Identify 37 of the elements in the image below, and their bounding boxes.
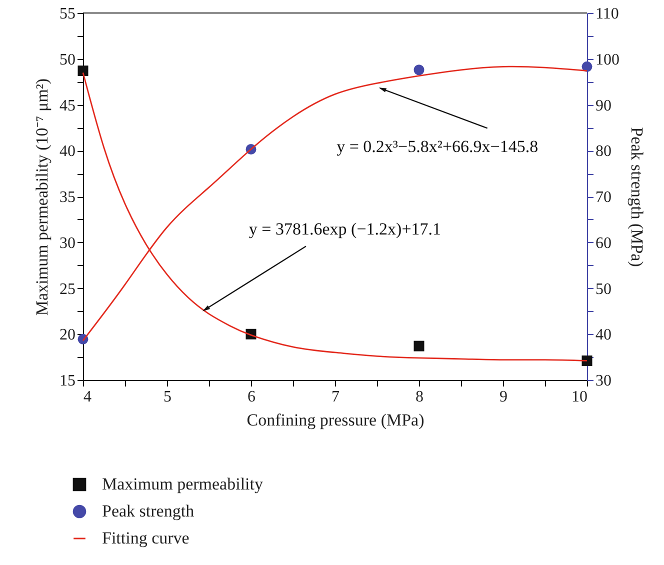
x-tick-label: 7 <box>332 388 340 406</box>
y-tick-label: 25 <box>60 280 76 298</box>
y-axis-title: Maximum permeability (10⁻⁷ μm²) <box>32 78 52 316</box>
x-tick-label: 10 <box>572 388 588 406</box>
annotation: y = 3781.6exp (−1.2x)+17.1 <box>248 219 442 238</box>
y-tick-label: 20 <box>60 326 76 344</box>
x-tick-label: 5 <box>164 388 172 406</box>
y-tick-label: 55 <box>60 6 76 22</box>
legend-label: Maximum permeability <box>102 474 264 494</box>
y2-tick-label: 30 <box>596 372 612 390</box>
x-tick-label: 6 <box>248 388 256 406</box>
y2-tick-label: 50 <box>596 280 612 298</box>
x-tick-label: 4 <box>84 388 92 406</box>
y2-tick-label: 70 <box>596 189 612 206</box>
y-tick-label: 45 <box>60 97 76 114</box>
x-tick-label: 9 <box>500 388 508 406</box>
y-tick-label: 50 <box>60 51 76 68</box>
legend-label: Peak strength <box>102 502 195 520</box>
y2-tick-label: 60 <box>596 234 612 252</box>
y-tick-label: 40 <box>60 143 76 160</box>
y-tick-label: 35 <box>60 189 76 206</box>
point <box>582 61 592 72</box>
point <box>414 64 424 76</box>
y2-tick-label: 40 <box>596 326 612 344</box>
y2-tick-label: 110 <box>596 6 619 22</box>
x-tick-label: 8 <box>416 388 424 406</box>
legend-label: Fitting curve <box>102 528 190 548</box>
y-tick-label: 15 <box>60 372 76 390</box>
y2-tick-label: 80 <box>596 143 612 160</box>
point <box>414 340 424 352</box>
y2-tick-label: 90 <box>596 97 612 114</box>
annotation: y = 0.2x³−5.8x²+66.9x−145.8 <box>336 137 538 156</box>
y-tick-label: 30 <box>60 234 76 252</box>
point <box>78 66 88 76</box>
x-axis-title: Confining pressure (MPa) <box>246 410 424 430</box>
y2-tick-label: 100 <box>596 51 620 68</box>
y2-axis-title: Peak strength (MPa) <box>628 127 646 267</box>
